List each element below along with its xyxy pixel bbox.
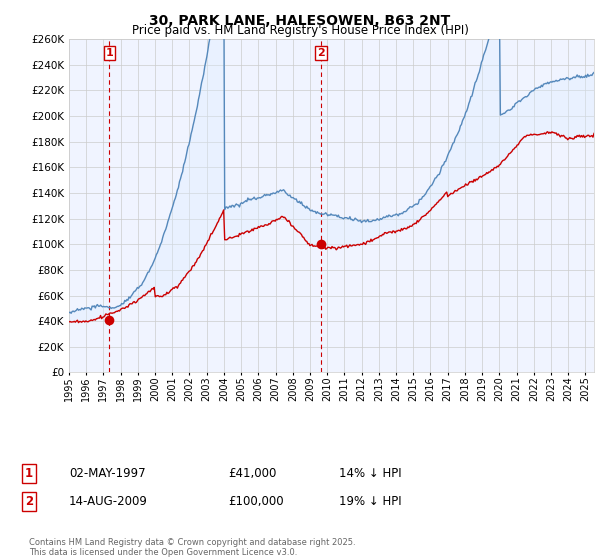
Text: £41,000: £41,000 <box>228 466 277 480</box>
Text: 30, PARK LANE, HALESOWEN, B63 2NT: 30, PARK LANE, HALESOWEN, B63 2NT <box>149 14 451 28</box>
Text: Price paid vs. HM Land Registry's House Price Index (HPI): Price paid vs. HM Land Registry's House … <box>131 24 469 36</box>
Text: 1: 1 <box>25 466 33 480</box>
Text: 1: 1 <box>106 48 113 58</box>
Text: 19% ↓ HPI: 19% ↓ HPI <box>339 494 401 508</box>
Text: 2: 2 <box>317 48 325 58</box>
Text: Contains HM Land Registry data © Crown copyright and database right 2025.
This d: Contains HM Land Registry data © Crown c… <box>29 538 355 557</box>
Text: 14% ↓ HPI: 14% ↓ HPI <box>339 466 401 480</box>
Text: 02-MAY-1997: 02-MAY-1997 <box>69 466 146 480</box>
Text: 14-AUG-2009: 14-AUG-2009 <box>69 494 148 508</box>
Text: £100,000: £100,000 <box>228 494 284 508</box>
Text: 2: 2 <box>25 494 33 508</box>
